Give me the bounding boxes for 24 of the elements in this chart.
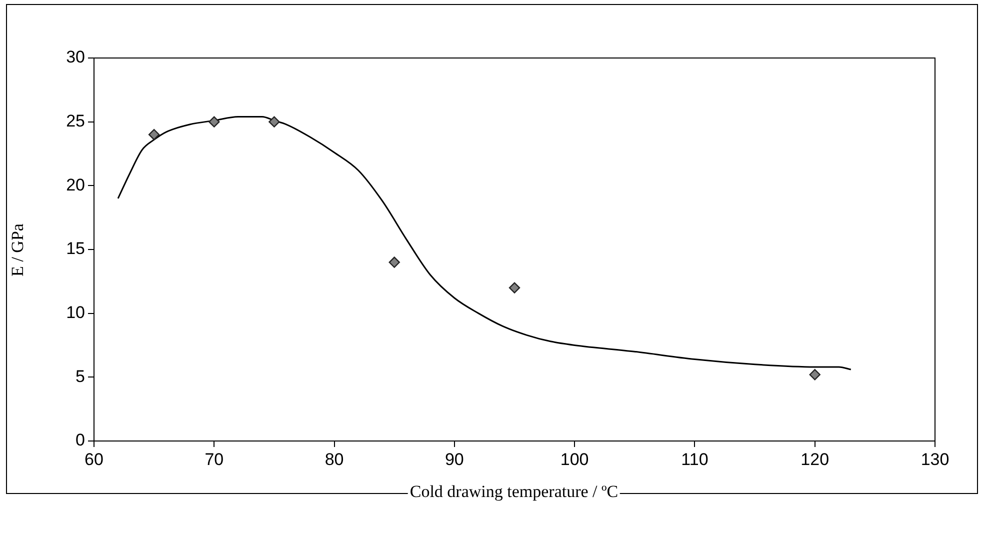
point	[268, 116, 280, 128]
y-tick-label: 10	[66, 303, 85, 322]
y-tick-label: 0	[76, 430, 85, 450]
x-axis-title: Cold drawing temperature / ºC	[408, 482, 620, 502]
point	[208, 116, 220, 128]
x-tick-label: 60	[84, 450, 104, 469]
x-tick-label: 120	[800, 450, 830, 469]
x-tick-label: 130	[920, 450, 950, 469]
y-axis-title: E / GPa	[8, 222, 28, 278]
y-tick-label: 30	[66, 48, 85, 67]
y-tick-label: 20	[66, 175, 85, 194]
x-tick-label: 100	[560, 450, 589, 469]
line-series	[117, 116, 852, 370]
y-tick-label: 5	[76, 366, 85, 386]
y-tick-label: 25	[66, 112, 85, 131]
x-tick-label: 80	[324, 450, 344, 469]
x-tick-label: 110	[681, 450, 708, 469]
x-tick-label: 90	[444, 450, 464, 469]
point	[809, 369, 820, 380]
point	[148, 129, 160, 140]
y-tick-label: 15	[66, 239, 85, 258]
point	[388, 256, 400, 268]
x-tick-label: 70	[204, 450, 224, 469]
point	[508, 282, 520, 294]
